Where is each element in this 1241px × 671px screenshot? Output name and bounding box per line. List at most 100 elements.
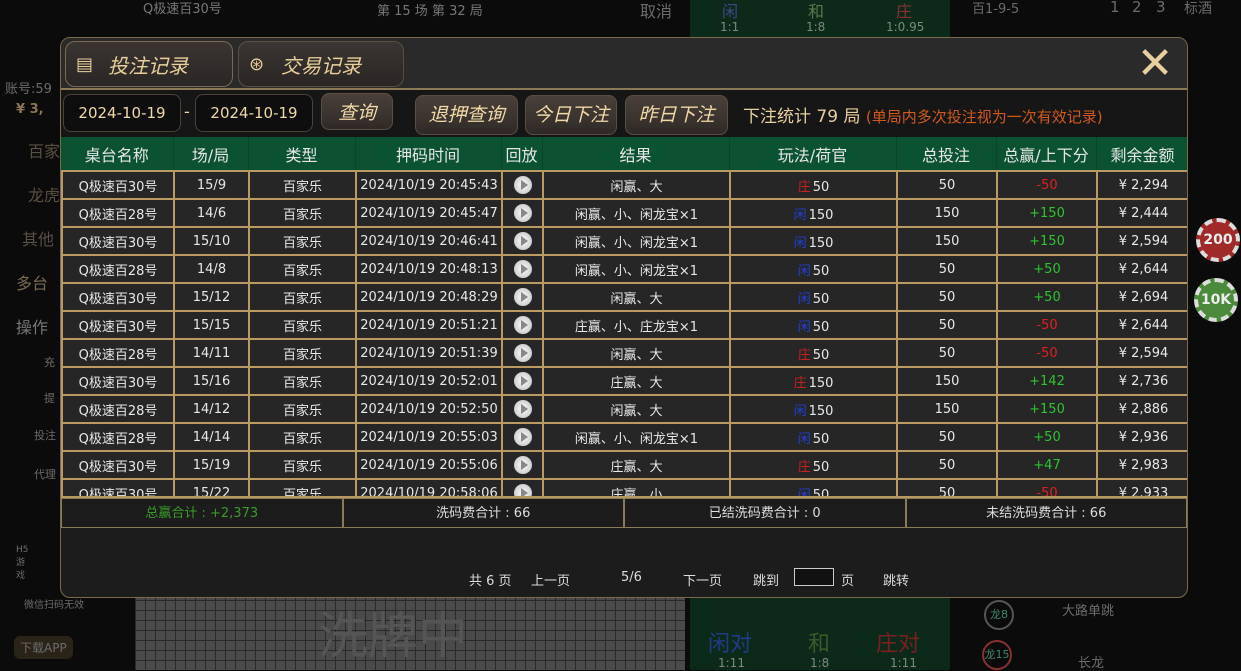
bg-tag-cancel[interactable]: 标酒 [1184,1,1212,17]
round-cell: 15/10 [173,226,250,256]
replay-cell[interactable] [501,254,544,284]
column-header: 押码时间 [355,137,502,170]
play-replay-icon[interactable] [513,372,532,390]
balance-cell: ¥ 2,594 [1096,338,1187,368]
replay-cell[interactable] [501,282,544,312]
prev-page-link[interactable]: 上一页 [531,574,571,589]
play-replay-icon[interactable] [513,176,532,194]
bg-bet-tie[interactable]: 和 [808,632,831,657]
bg-cancel-button[interactable]: 取消 [640,2,673,21]
play-replay-icon[interactable] [513,484,532,496]
date-from-input[interactable]: 2024-10-19 [63,94,181,132]
replay-cell[interactable] [501,450,544,480]
chip-10k[interactable]: 10K [1194,278,1238,322]
close-x-icon[interactable]: ✕ [1136,38,1174,89]
balance-cell: ¥ 2,983 [1096,450,1187,480]
bet-side: 闲 [797,319,811,335]
table-row: Q极速百28号 14/11 百家乐 2024/10/19 20:51:39 闲赢、大庄 5… [61,338,1187,368]
play-replay-icon[interactable] [513,428,532,446]
replay-cell[interactable] [501,338,544,368]
table-name-cell: Q极速百30号 [61,310,175,340]
win-loss-cell: +47 [996,450,1098,480]
play-replay-icon[interactable] [513,400,532,418]
bet-amount: 150 [808,375,834,391]
unsettled-wash-fee: 未结洗码费合计 : 66 [905,498,1187,528]
win-loss-cell: +150 [996,226,1098,256]
play-replay-icon[interactable] [513,344,532,362]
bg-download-app[interactable]: 下载APP [14,636,73,659]
bg-bet-tie-odds: 1:8 [806,20,826,34]
bet-side: 闲 [797,487,811,497]
bet-amount: 150 [808,403,834,419]
round-cell: 15/15 [173,310,250,340]
today-bets-button[interactable]: 今日下注 [525,95,617,135]
play-replay-icon[interactable] [513,316,532,334]
bg-link-1[interactable]: 充 [44,356,55,369]
round-cell: 14/8 [173,254,250,284]
bg-menu-1[interactable]: 百家 [28,142,61,161]
bg-page-2[interactable]: 2 [1132,0,1142,16]
yesterday-bets-button[interactable]: 昨日下注 [625,95,728,135]
play-replay-icon[interactable] [513,204,532,222]
bg-bet-tie-top[interactable]: 和 [808,2,825,21]
table-name-cell: Q极速百28号 [61,422,175,452]
bg-round-info: 第 15 场 第 32 局 [377,4,483,19]
bet-time-cell: 2024/10/19 20:55:06 [355,450,503,480]
play-replay-icon[interactable] [513,288,532,306]
replay-cell[interactable] [501,170,544,200]
bg-bet-pair-banker[interactable]: 庄对 [876,632,921,657]
game-type-cell: 百家乐 [248,422,357,452]
tab-bet-records[interactable]: ▤ 投注记录 [65,41,233,87]
round-cell: 14/6 [173,198,250,228]
replay-cell[interactable] [501,422,544,452]
replay-cell[interactable] [501,366,544,396]
play-replay-icon[interactable] [513,232,532,250]
bet-time-cell: 2024/10/19 20:52:50 [355,394,503,424]
game-type-cell: 百家乐 [248,226,357,256]
replay-cell[interactable] [501,478,544,496]
bg-bet-player[interactable]: 闲 [722,2,739,21]
balance-cell: ¥ 2,294 [1096,170,1187,200]
jump-button[interactable]: 跳转 [883,574,910,589]
play-cell: 庄 50 [729,338,898,368]
bg-page-3[interactable]: 3 [1156,0,1166,16]
bg-link-2[interactable]: 提 [44,392,55,405]
bet-side: 庄 [797,459,811,475]
bg-menu-4[interactable]: 多台 [16,274,49,293]
bet-time-cell: 2024/10/19 20:45:43 [355,170,503,200]
refund-query-button[interactable]: 退押查询 [415,95,518,135]
tab-transaction-records[interactable]: ⊛ 交易记录 [238,41,404,87]
jump-page-input[interactable] [794,568,834,586]
bg-bet-pair-player[interactable]: 闲对 [708,632,753,657]
play-replay-icon[interactable] [513,456,532,474]
play-replay-icon[interactable] [513,260,532,278]
total-bet-cell: 150 [896,226,998,256]
replay-cell[interactable] [501,310,544,340]
records-table-header: 桌台名称 场/局 类型 押码时间 回放 结果 玩法/荷官 总投注 总赢/上下分 剩余金额 [61,137,1187,170]
bg-page-1[interactable]: 1 [1110,0,1120,16]
bg-qr-note: 微信扫码无效 [24,600,84,611]
bg-bet-banker[interactable]: 庄 [896,2,913,21]
date-to-input[interactable]: 2024-10-19 [195,94,313,132]
replay-cell[interactable] [501,394,544,424]
balance-cell: ¥ 2,594 [1096,226,1187,256]
replay-cell[interactable] [501,226,544,256]
bg-link-4[interactable]: 代理 [34,468,56,481]
bg-menu-2[interactable]: 龙虎 [28,186,61,205]
chip-200[interactable]: 200 [1196,218,1240,262]
bet-stats: 下注统计 79 局 (单局内多次投注视为一次有效记录) [743,102,1103,127]
table-name-cell: Q极速百30号 [61,450,175,480]
stats-label: 下注统计 [743,107,811,127]
table-row: Q极速百30号 15/15 百家乐 2024/10/19 20:51:21 庄赢、小、庄… [61,310,1187,340]
bet-time-cell: 2024/10/19 20:48:13 [355,254,503,284]
play-cell: 闲 50 [729,282,898,312]
replay-cell[interactable] [501,198,544,228]
records-table-scroll[interactable]: Q极速百30号 15/9 百家乐 2024/10/19 20:45:43 闲赢、大庄 50… [61,170,1187,496]
query-button[interactable]: 查询 [321,93,393,130]
bg-link-3[interactable]: 投注 [34,429,56,442]
next-page-link[interactable]: 下一页 [683,574,723,589]
table-name-cell: Q极速百30号 [61,478,175,496]
total-bet-cell: 50 [896,338,998,368]
result-cell: 闲赢、小、闲龙宝×1 [542,254,731,284]
bg-menu-3[interactable]: 其他 [22,230,55,249]
